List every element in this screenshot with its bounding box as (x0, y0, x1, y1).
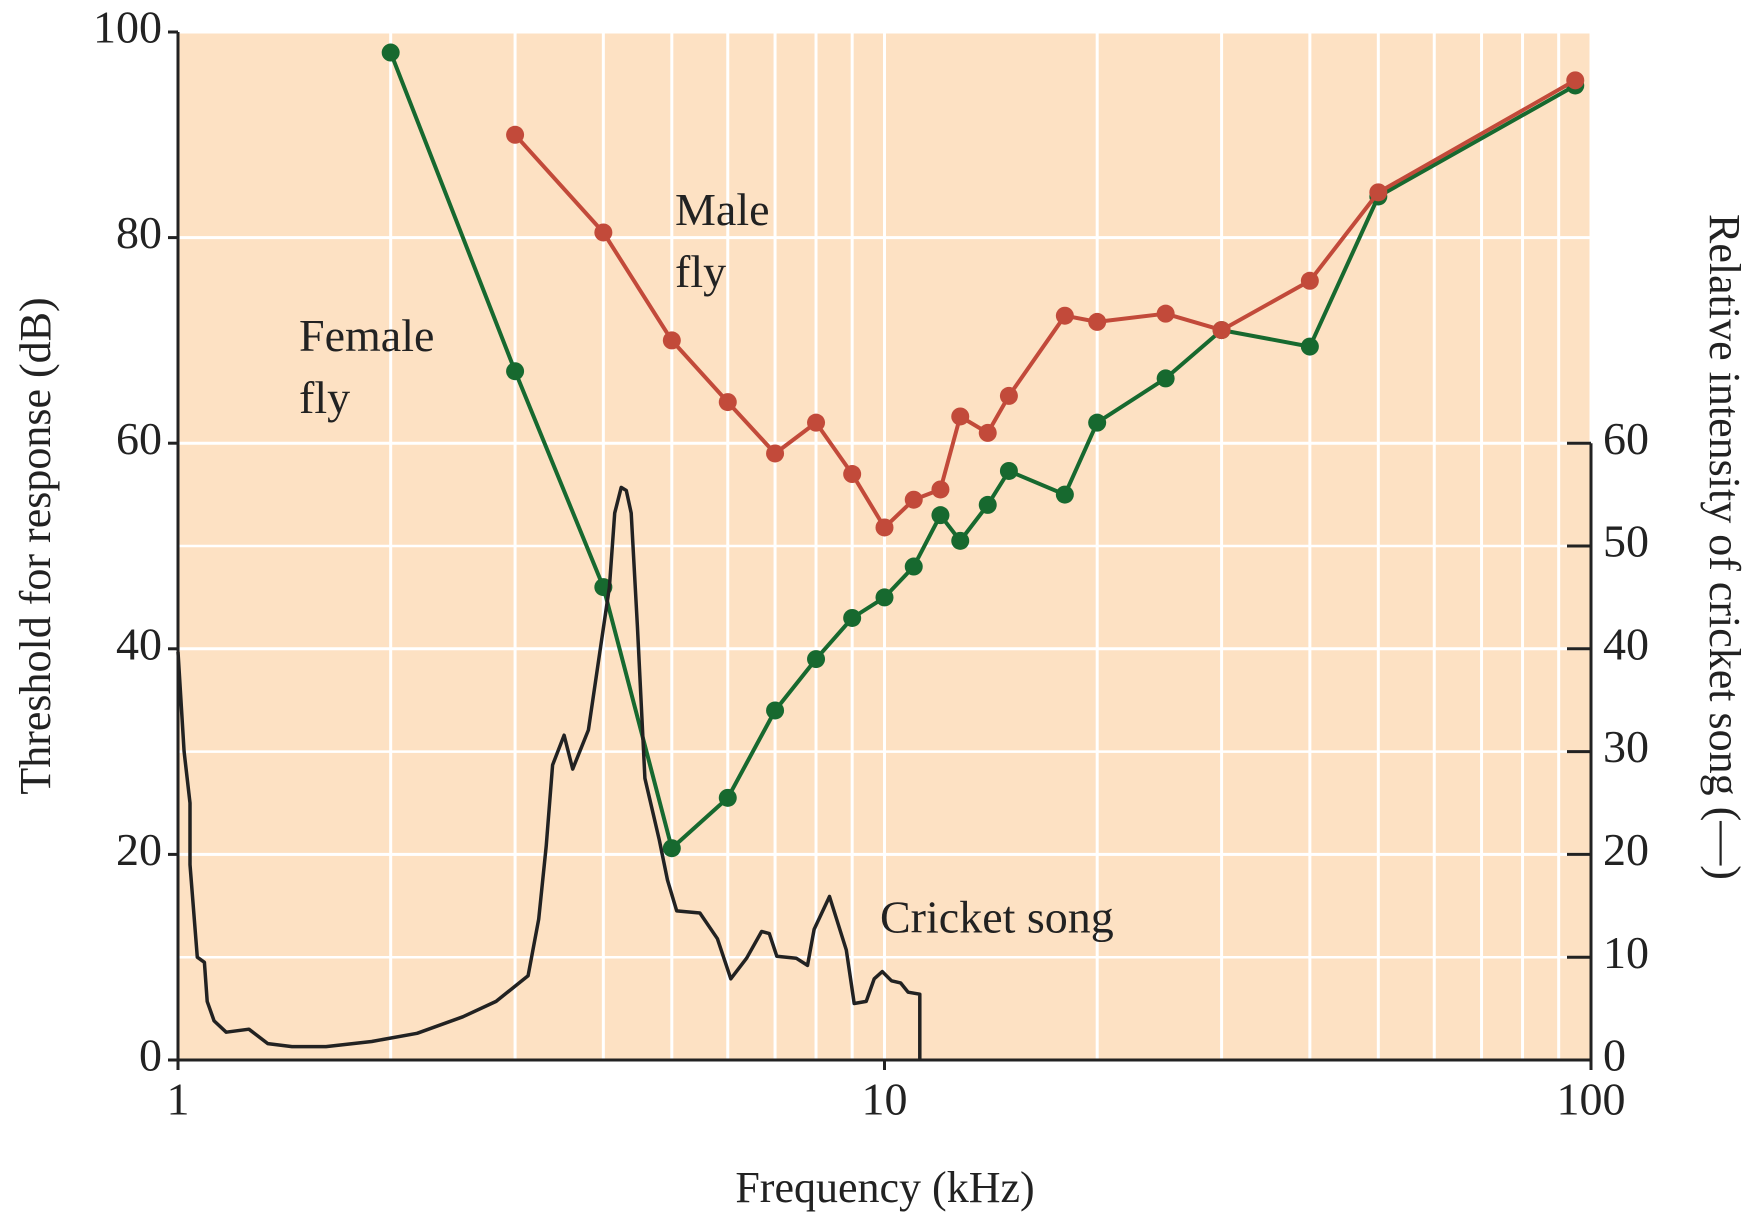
data-point (951, 407, 970, 426)
data-point (1369, 183, 1388, 202)
y2-tick-label: 30 (1603, 721, 1649, 772)
y-axis-label: Threshold for response (dB) (11, 297, 60, 794)
data-point (662, 331, 681, 350)
data-point (1055, 306, 1074, 325)
data-point (718, 393, 737, 412)
y2-tick-label: 50 (1603, 516, 1649, 567)
data-point (807, 413, 826, 432)
data-point (875, 588, 894, 607)
data-point (594, 223, 613, 242)
data-point (1055, 485, 1074, 504)
y-tick-label: 20 (116, 824, 162, 875)
y2-tick-label: 10 (1603, 927, 1649, 978)
data-point (1300, 337, 1319, 356)
axes (168, 30, 1593, 1070)
data-point (381, 43, 400, 62)
series-label: Male fly (675, 184, 781, 297)
y2-tick-label: 20 (1603, 824, 1649, 875)
y2-tick-label: 60 (1603, 413, 1649, 464)
data-point (807, 650, 826, 669)
y-tick-label: 100 (93, 2, 162, 53)
x-tick-label: 100 (1557, 1074, 1626, 1125)
data-point (875, 518, 894, 537)
data-point (931, 506, 950, 525)
x-tick-label: 1 (167, 1074, 190, 1125)
data-point (1300, 271, 1319, 290)
x-tick-label: 10 (862, 1074, 908, 1125)
data-point (931, 480, 950, 499)
data-point (978, 495, 997, 514)
data-point (1088, 312, 1107, 331)
data-point (766, 444, 785, 463)
series-line (176, 485, 922, 1060)
data (176, 43, 1585, 1060)
y-tick-label: 80 (116, 207, 162, 258)
data-point (843, 608, 862, 627)
data-point (843, 465, 862, 484)
data-point (766, 701, 785, 720)
data-point (1156, 304, 1175, 323)
data-point (904, 557, 923, 576)
data-point (1566, 71, 1585, 90)
series-label: Cricket song (880, 892, 1114, 943)
y-tick-label: 0 (139, 1030, 162, 1081)
y2-tick-label: 0 (1603, 1030, 1626, 1081)
series-line (513, 78, 1577, 530)
data-point (506, 362, 525, 381)
y-tick-label: 60 (116, 413, 162, 464)
x-axis-label: Frequency (kHz) (735, 1163, 1034, 1212)
y2-tick-label: 40 (1603, 618, 1649, 669)
data-point (718, 788, 737, 807)
series-label: Female fly (299, 310, 446, 423)
data-point (999, 386, 1018, 405)
data-point (1212, 321, 1231, 340)
y-tick-label: 40 (116, 618, 162, 669)
data-point (662, 839, 681, 858)
data-point (1088, 413, 1107, 432)
data-point (999, 461, 1018, 480)
data-point (978, 423, 997, 442)
data-point (1156, 369, 1175, 388)
data-point (506, 125, 525, 144)
data-point (904, 490, 923, 509)
data-point (951, 531, 970, 550)
y2-axis-label: Relative intensity of cricket song (—) (1700, 214, 1749, 880)
